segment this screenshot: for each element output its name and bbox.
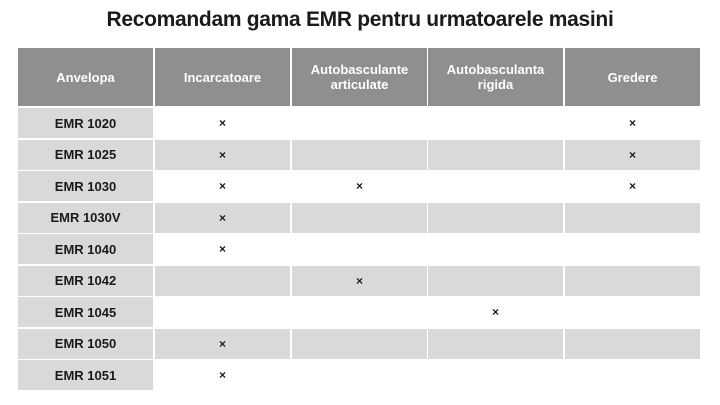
cell: × [218,368,226,382]
cell [292,297,427,327]
cell [292,360,427,390]
cell: × [218,116,226,130]
cell [428,265,563,296]
cell: × [155,139,290,170]
cell [428,328,563,359]
row-label: EMR 1020 [18,108,153,138]
cell [428,202,563,233]
cell: × [355,179,363,193]
cell: × [218,179,226,193]
cell [565,234,700,264]
cell [428,234,563,264]
row-label: EMR 1042 [18,265,153,296]
row-label: EMR 1030V [18,202,153,233]
row-label: EMR 1040 [18,234,153,264]
cell: × [565,139,700,170]
cell [292,202,427,233]
cell: × [218,242,226,256]
cell [565,328,700,359]
cell [292,234,427,264]
header-cell: Autobasculante articulate [292,48,427,106]
cell [292,139,427,170]
cell [155,297,290,327]
cell [292,108,427,138]
cell: × [628,179,636,193]
row-label: EMR 1051 [18,360,153,390]
row-label: EMR 1045 [18,297,153,327]
cell [292,328,427,359]
cell: × [491,305,499,319]
header-cell: Autobasculanta rigida [428,48,563,106]
header-cell: Anvelopa [18,48,153,106]
row-label: EMR 1050 [18,328,153,359]
cell [565,202,700,233]
title: Recomandam gama EMR pentru urmatoarele m… [106,8,614,31]
cell [428,360,563,390]
cell [155,265,290,296]
cell [565,360,700,390]
cell [565,297,700,327]
cell: × [155,202,290,233]
cell [428,171,563,201]
row-label: EMR 1030 [18,171,153,201]
cell: × [628,116,636,130]
cell: × [292,265,427,296]
cell: × [155,328,290,359]
cell [565,265,700,296]
cell [428,108,563,138]
header-cell: Incarcatoare [155,48,290,106]
header-cell: Gredere [565,48,700,106]
row-label: EMR 1025 [18,139,153,170]
cell [428,139,563,170]
